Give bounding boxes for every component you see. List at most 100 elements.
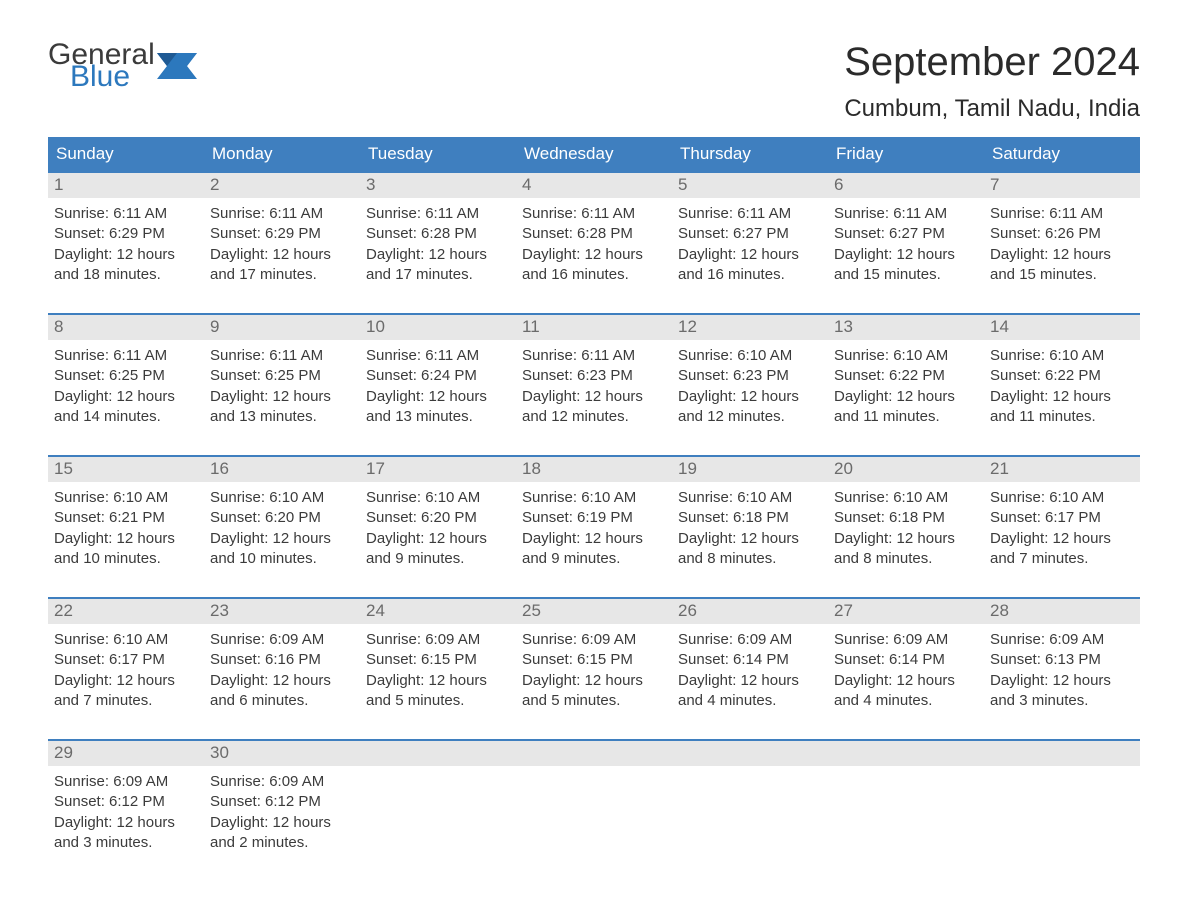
day-cell [984, 741, 1140, 857]
day-cell: 26Sunrise: 6:09 AMSunset: 6:14 PMDayligh… [672, 599, 828, 715]
day-number [360, 741, 516, 766]
day-body: Sunrise: 6:11 AMSunset: 6:28 PMDaylight:… [516, 198, 672, 289]
day-body: Sunrise: 6:10 AMSunset: 6:18 PMDaylight:… [828, 482, 984, 573]
day-body: Sunrise: 6:10 AMSunset: 6:20 PMDaylight:… [360, 482, 516, 573]
day-cell: 7Sunrise: 6:11 AMSunset: 6:26 PMDaylight… [984, 173, 1140, 289]
month-title: September 2024 [844, 40, 1140, 85]
day-body: Sunrise: 6:11 AMSunset: 6:27 PMDaylight:… [828, 198, 984, 289]
day-cell: 11Sunrise: 6:11 AMSunset: 6:23 PMDayligh… [516, 315, 672, 431]
day-body: Sunrise: 6:11 AMSunset: 6:25 PMDaylight:… [48, 340, 204, 431]
day-number: 16 [204, 457, 360, 482]
day-body: Sunrise: 6:09 AMSunset: 6:14 PMDaylight:… [828, 624, 984, 715]
dow-cell: Wednesday [516, 137, 672, 171]
day-body: Sunrise: 6:10 AMSunset: 6:21 PMDaylight:… [48, 482, 204, 573]
day-body: Sunrise: 6:11 AMSunset: 6:24 PMDaylight:… [360, 340, 516, 431]
day-body: Sunrise: 6:09 AMSunset: 6:12 PMDaylight:… [48, 766, 204, 857]
dow-cell: Monday [204, 137, 360, 171]
day-cell: 17Sunrise: 6:10 AMSunset: 6:20 PMDayligh… [360, 457, 516, 573]
weeks-container: 1Sunrise: 6:11 AMSunset: 6:29 PMDaylight… [48, 171, 1140, 857]
day-body: Sunrise: 6:10 AMSunset: 6:20 PMDaylight:… [204, 482, 360, 573]
day-number: 1 [48, 173, 204, 198]
day-cell: 3Sunrise: 6:11 AMSunset: 6:28 PMDaylight… [360, 173, 516, 289]
day-number: 15 [48, 457, 204, 482]
dow-cell: Sunday [48, 137, 204, 171]
day-body: Sunrise: 6:10 AMSunset: 6:17 PMDaylight:… [48, 624, 204, 715]
day-number: 17 [360, 457, 516, 482]
day-cell: 20Sunrise: 6:10 AMSunset: 6:18 PMDayligh… [828, 457, 984, 573]
day-cell: 19Sunrise: 6:10 AMSunset: 6:18 PMDayligh… [672, 457, 828, 573]
day-number: 18 [516, 457, 672, 482]
day-cell: 5Sunrise: 6:11 AMSunset: 6:27 PMDaylight… [672, 173, 828, 289]
day-cell: 12Sunrise: 6:10 AMSunset: 6:23 PMDayligh… [672, 315, 828, 431]
day-cell [360, 741, 516, 857]
day-body: Sunrise: 6:10 AMSunset: 6:23 PMDaylight:… [672, 340, 828, 431]
day-body [516, 766, 672, 776]
day-number: 10 [360, 315, 516, 340]
day-body: Sunrise: 6:09 AMSunset: 6:15 PMDaylight:… [516, 624, 672, 715]
day-body [984, 766, 1140, 776]
day-of-week-row: SundayMondayTuesdayWednesdayThursdayFrid… [48, 137, 1140, 171]
day-cell [516, 741, 672, 857]
day-cell: 25Sunrise: 6:09 AMSunset: 6:15 PMDayligh… [516, 599, 672, 715]
day-number: 22 [48, 599, 204, 624]
day-number: 13 [828, 315, 984, 340]
title-block: September 2024 Cumbum, Tamil Nadu, India [844, 40, 1140, 123]
day-body: Sunrise: 6:11 AMSunset: 6:29 PMDaylight:… [48, 198, 204, 289]
logo: General Blue [48, 40, 197, 92]
day-number: 19 [672, 457, 828, 482]
day-number: 28 [984, 599, 1140, 624]
day-cell: 10Sunrise: 6:11 AMSunset: 6:24 PMDayligh… [360, 315, 516, 431]
day-cell: 9Sunrise: 6:11 AMSunset: 6:25 PMDaylight… [204, 315, 360, 431]
day-body: Sunrise: 6:09 AMSunset: 6:12 PMDaylight:… [204, 766, 360, 857]
day-cell: 24Sunrise: 6:09 AMSunset: 6:15 PMDayligh… [360, 599, 516, 715]
day-number: 14 [984, 315, 1140, 340]
flag-icon [157, 53, 197, 79]
day-number: 7 [984, 173, 1140, 198]
day-number: 20 [828, 457, 984, 482]
day-number: 23 [204, 599, 360, 624]
calendar: SundayMondayTuesdayWednesdayThursdayFrid… [48, 137, 1140, 857]
day-cell: 23Sunrise: 6:09 AMSunset: 6:16 PMDayligh… [204, 599, 360, 715]
day-body [828, 766, 984, 776]
location: Cumbum, Tamil Nadu, India [844, 95, 1140, 123]
day-body: Sunrise: 6:09 AMSunset: 6:13 PMDaylight:… [984, 624, 1140, 715]
day-cell: 30Sunrise: 6:09 AMSunset: 6:12 PMDayligh… [204, 741, 360, 857]
day-body: Sunrise: 6:09 AMSunset: 6:14 PMDaylight:… [672, 624, 828, 715]
week-row: 8Sunrise: 6:11 AMSunset: 6:25 PMDaylight… [48, 313, 1140, 431]
dow-cell: Friday [828, 137, 984, 171]
dow-cell: Saturday [984, 137, 1140, 171]
day-number: 29 [48, 741, 204, 766]
week-row: 22Sunrise: 6:10 AMSunset: 6:17 PMDayligh… [48, 597, 1140, 715]
day-body: Sunrise: 6:10 AMSunset: 6:19 PMDaylight:… [516, 482, 672, 573]
day-number: 12 [672, 315, 828, 340]
day-body [360, 766, 516, 776]
day-body: Sunrise: 6:11 AMSunset: 6:26 PMDaylight:… [984, 198, 1140, 289]
logo-text: General Blue [48, 40, 155, 92]
day-number: 30 [204, 741, 360, 766]
dow-cell: Thursday [672, 137, 828, 171]
week-row: 29Sunrise: 6:09 AMSunset: 6:12 PMDayligh… [48, 739, 1140, 857]
day-number [516, 741, 672, 766]
day-cell: 13Sunrise: 6:10 AMSunset: 6:22 PMDayligh… [828, 315, 984, 431]
day-body: Sunrise: 6:10 AMSunset: 6:18 PMDaylight:… [672, 482, 828, 573]
day-cell: 16Sunrise: 6:10 AMSunset: 6:20 PMDayligh… [204, 457, 360, 573]
day-number [828, 741, 984, 766]
day-number [984, 741, 1140, 766]
day-cell: 1Sunrise: 6:11 AMSunset: 6:29 PMDaylight… [48, 173, 204, 289]
day-body: Sunrise: 6:10 AMSunset: 6:17 PMDaylight:… [984, 482, 1140, 573]
day-cell: 27Sunrise: 6:09 AMSunset: 6:14 PMDayligh… [828, 599, 984, 715]
day-cell [672, 741, 828, 857]
day-cell: 28Sunrise: 6:09 AMSunset: 6:13 PMDayligh… [984, 599, 1140, 715]
day-cell: 21Sunrise: 6:10 AMSunset: 6:17 PMDayligh… [984, 457, 1140, 573]
day-body: Sunrise: 6:11 AMSunset: 6:23 PMDaylight:… [516, 340, 672, 431]
day-number: 5 [672, 173, 828, 198]
day-number [672, 741, 828, 766]
day-body: Sunrise: 6:11 AMSunset: 6:27 PMDaylight:… [672, 198, 828, 289]
day-body: Sunrise: 6:10 AMSunset: 6:22 PMDaylight:… [984, 340, 1140, 431]
day-number: 3 [360, 173, 516, 198]
day-number: 11 [516, 315, 672, 340]
week-row: 15Sunrise: 6:10 AMSunset: 6:21 PMDayligh… [48, 455, 1140, 573]
day-body [672, 766, 828, 776]
day-cell: 22Sunrise: 6:10 AMSunset: 6:17 PMDayligh… [48, 599, 204, 715]
day-cell: 29Sunrise: 6:09 AMSunset: 6:12 PMDayligh… [48, 741, 204, 857]
